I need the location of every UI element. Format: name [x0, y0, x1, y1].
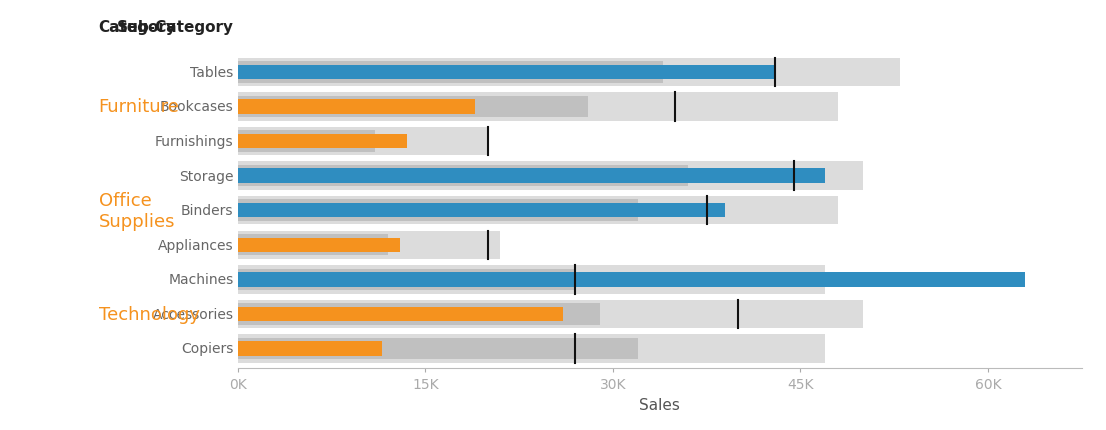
- Bar: [238, 169, 825, 184]
- Text: Furniture: Furniture: [98, 98, 179, 116]
- Bar: [238, 166, 688, 187]
- Bar: [238, 162, 863, 190]
- Text: Accessories: Accessories: [153, 307, 233, 321]
- Text: Binders: Binders: [181, 204, 233, 218]
- Bar: [238, 62, 662, 83]
- Bar: [238, 304, 601, 325]
- Bar: [238, 135, 407, 149]
- Bar: [238, 273, 1025, 287]
- Text: Sub-Category: Sub-Category: [116, 20, 233, 35]
- Text: Category: Category: [98, 20, 177, 35]
- X-axis label: Sales: Sales: [639, 398, 680, 412]
- Bar: [238, 100, 476, 114]
- Text: Machines: Machines: [168, 273, 233, 287]
- Bar: [238, 341, 382, 356]
- Bar: [238, 96, 588, 118]
- Bar: [238, 203, 726, 218]
- Bar: [238, 197, 838, 225]
- Text: Storage: Storage: [179, 169, 233, 183]
- Bar: [238, 65, 775, 80]
- Text: Tables: Tables: [190, 66, 233, 80]
- Text: Technology: Technology: [98, 305, 199, 323]
- Bar: [238, 231, 500, 259]
- Bar: [238, 338, 638, 359]
- Bar: [238, 238, 400, 252]
- Bar: [238, 300, 863, 329]
- Text: Appliances: Appliances: [158, 238, 233, 252]
- Bar: [238, 128, 488, 156]
- Bar: [238, 58, 900, 87]
- Bar: [238, 93, 838, 121]
- Text: Bookcases: Bookcases: [160, 100, 233, 114]
- Text: Copiers: Copiers: [181, 342, 233, 356]
- Bar: [238, 234, 388, 256]
- Text: Office
Supplies: Office Supplies: [98, 191, 175, 230]
- Bar: [238, 335, 825, 363]
- Bar: [238, 266, 825, 294]
- Bar: [238, 200, 638, 221]
- Bar: [238, 269, 575, 290]
- Bar: [238, 307, 563, 322]
- Bar: [238, 131, 375, 152]
- Text: Furnishings: Furnishings: [155, 135, 233, 149]
